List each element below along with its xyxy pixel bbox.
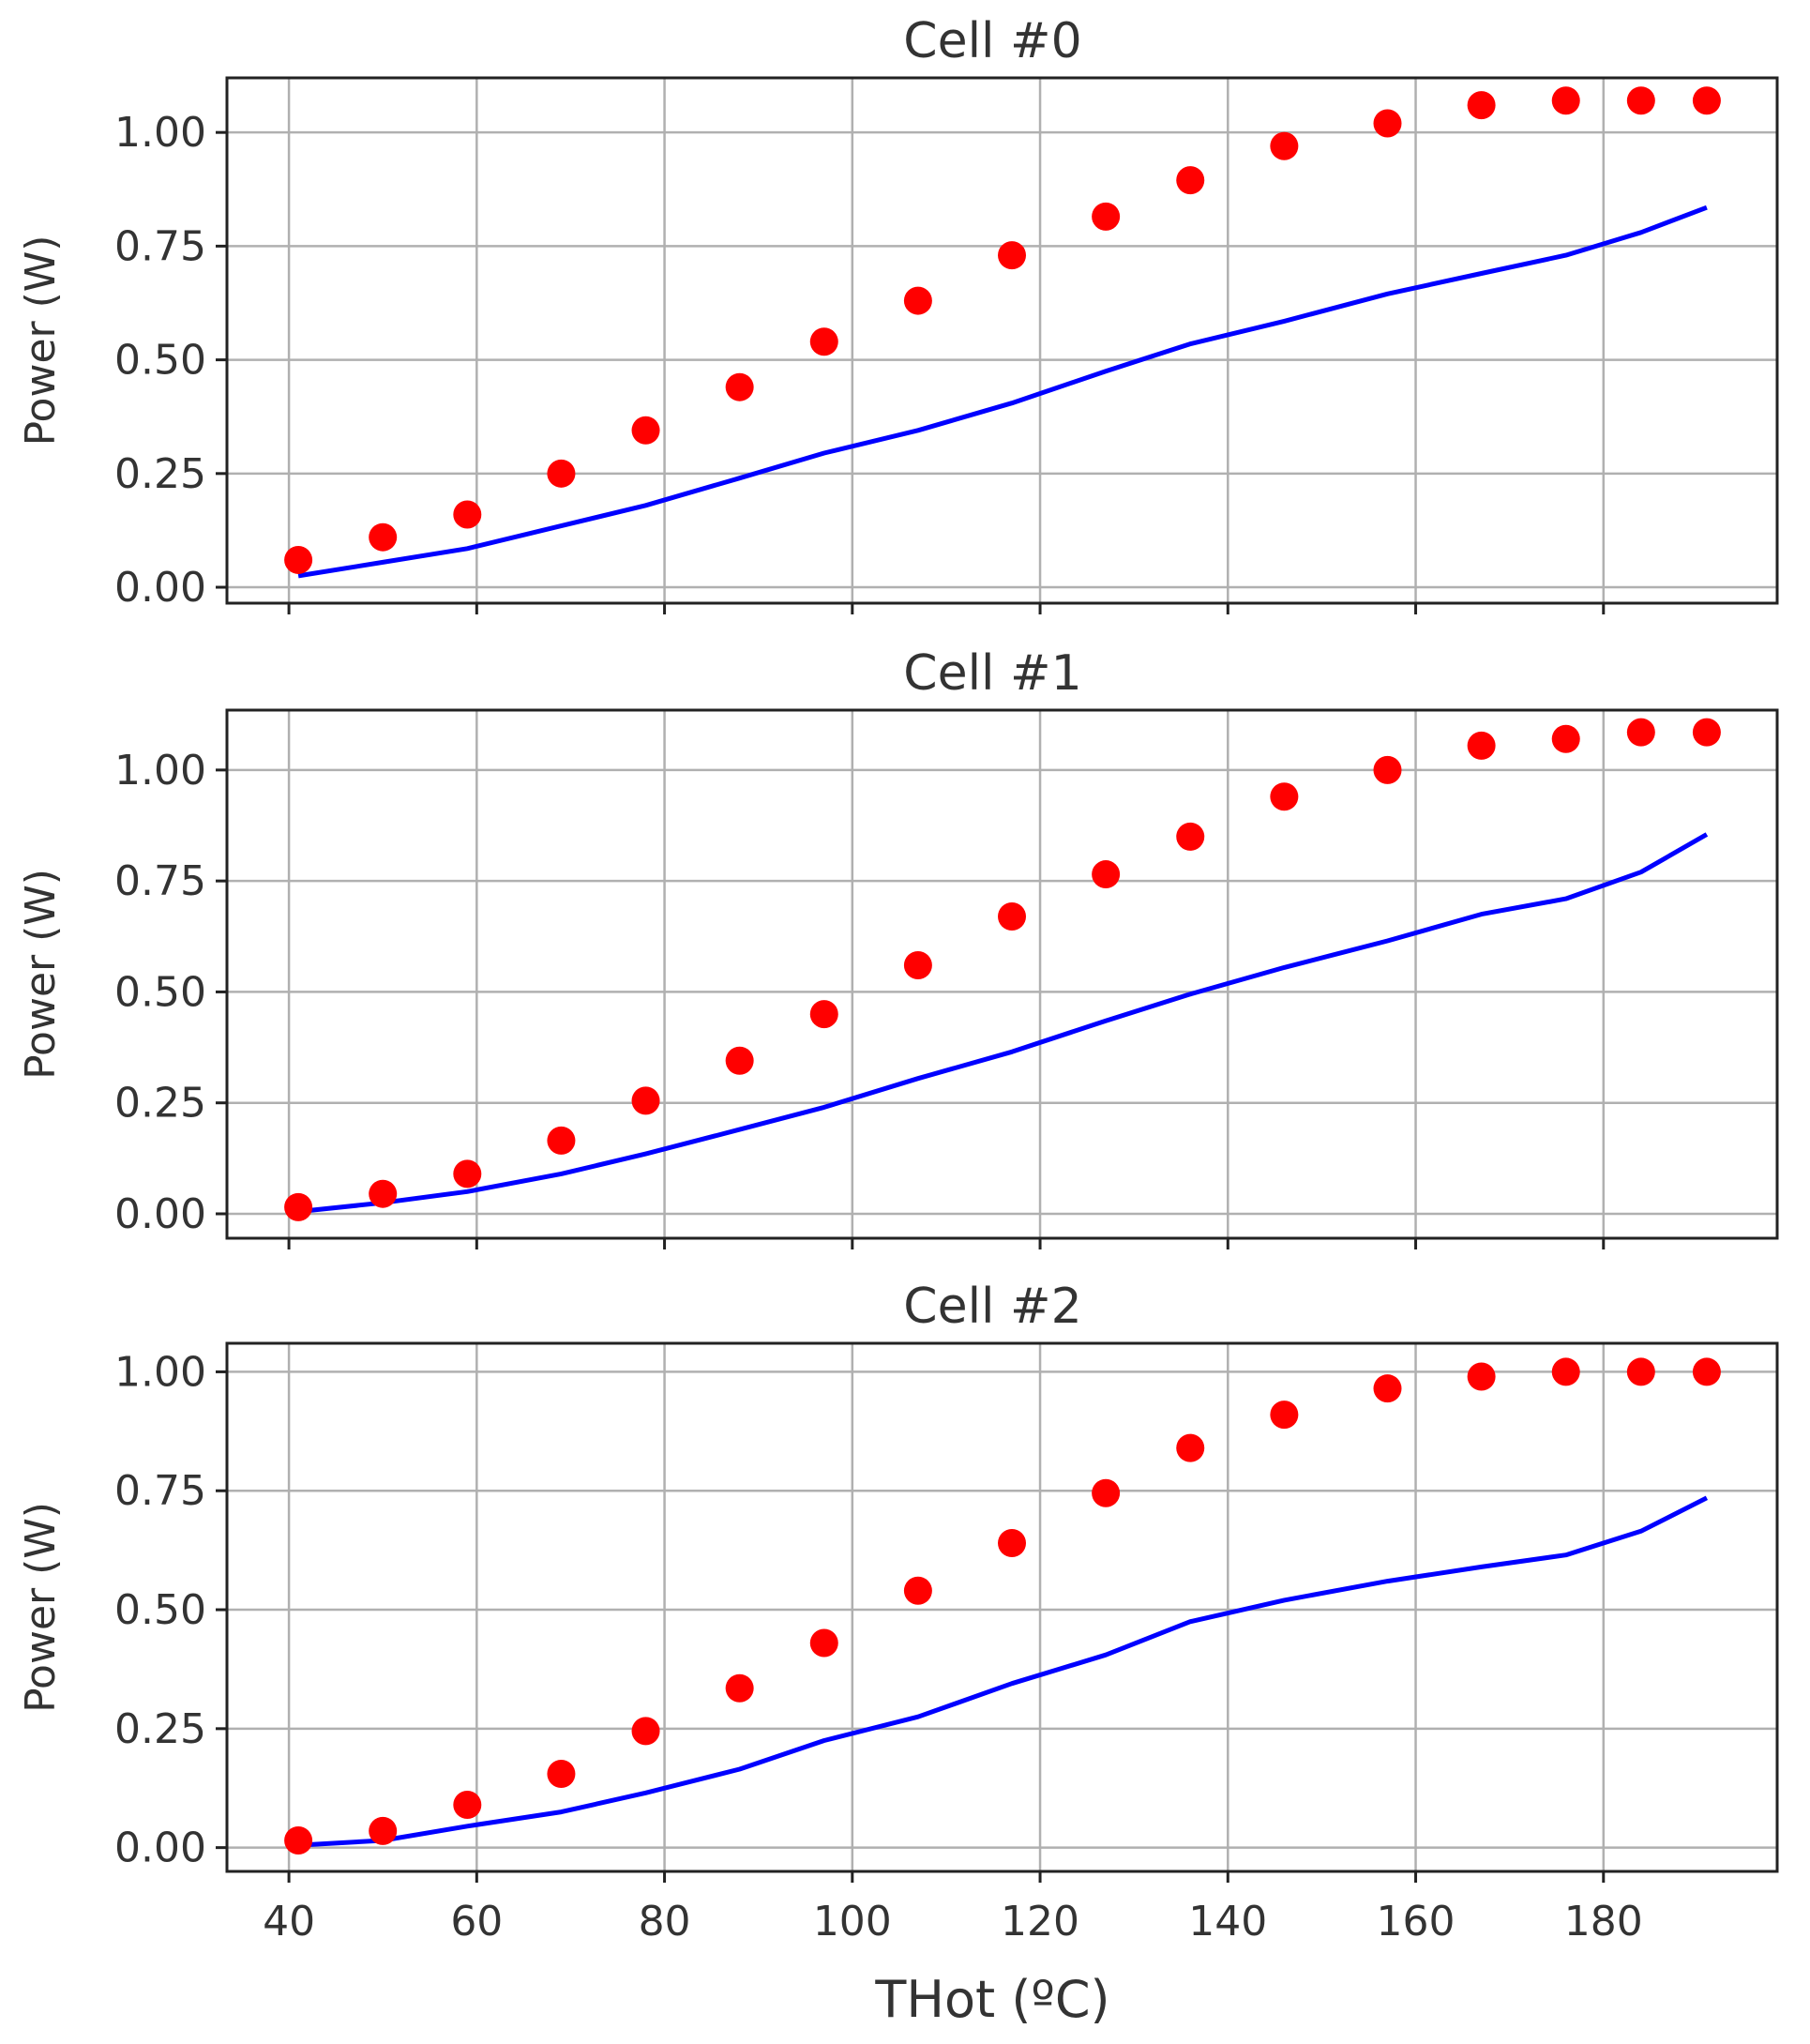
measured-point: [903, 286, 932, 315]
y-tick-label: 0.75: [114, 222, 206, 270]
measured-point: [1467, 731, 1496, 760]
x-tick-label: 80: [639, 1898, 691, 1946]
measured-point: [1467, 1362, 1496, 1391]
measured-point: [284, 1826, 313, 1855]
x-tick-label: 140: [1188, 1898, 1267, 1946]
y-tick-label: 1.00: [114, 747, 206, 795]
x-axis-label: THot (ºC): [874, 1970, 1109, 2029]
measured-point: [1551, 724, 1580, 753]
measured-point: [903, 1576, 932, 1605]
y-tick-label: 0.50: [114, 337, 206, 385]
measured-point: [453, 500, 482, 529]
subplot-title: Cell #2: [903, 1279, 1081, 1335]
measured-point: [631, 1717, 660, 1746]
measured-point: [369, 522, 398, 552]
measured-point: [631, 416, 660, 445]
y-tick-label: 0.00: [114, 1190, 206, 1238]
y-tick-label: 0.25: [114, 1705, 206, 1753]
measured-point: [809, 327, 838, 356]
y-tick-label: 0.25: [114, 450, 206, 498]
measured-point: [1270, 131, 1299, 160]
axes-frame: [225, 76, 1779, 605]
model-line: [297, 832, 1709, 1215]
measured-point: [998, 1529, 1027, 1558]
measured-point: [1692, 1357, 1721, 1386]
y-axis-label: Power (W): [17, 235, 65, 447]
axes-frame: [225, 708, 1779, 1240]
y-tick-label: 0.00: [114, 564, 206, 612]
y-tick-label: 0.00: [114, 1824, 206, 1872]
measured-point: [725, 1673, 754, 1703]
x-tick-label: 120: [1001, 1898, 1079, 1946]
y-tick-label: 0.50: [114, 968, 206, 1016]
subplot-cell-0: 0.00 0.25 0.50 0.75 1.00 Cell #0 Power (W): [17, 13, 1779, 614]
measured-point: [998, 241, 1027, 270]
measured-point: [809, 1000, 838, 1029]
measured-point: [1373, 1374, 1402, 1403]
measured-point: [547, 459, 576, 488]
measured-point: [1551, 86, 1580, 115]
measured-point: [453, 1790, 482, 1819]
model-line: [297, 204, 1708, 579]
measured-point: [1626, 1357, 1655, 1386]
y-axis-label: Power (W): [17, 869, 65, 1080]
y-tick-label: 0.50: [114, 1586, 206, 1634]
measured-point: [284, 1192, 313, 1221]
y-tick-label: 0.75: [114, 857, 206, 905]
measured-point: [1692, 718, 1721, 747]
measured-point: [1551, 1357, 1580, 1386]
subplot-title: Cell #1: [903, 645, 1081, 702]
y-tick-label: 1.00: [114, 109, 206, 157]
x-tick-label: 60: [450, 1898, 503, 1946]
measured-point: [1467, 91, 1496, 120]
y-tick-label: 1.00: [114, 1348, 206, 1396]
model-line: [297, 1495, 1709, 1848]
measured-point: [1373, 755, 1402, 784]
measured-point: [1176, 166, 1205, 195]
measured-point: [1626, 718, 1655, 747]
measured-point: [453, 1159, 482, 1189]
measured-point: [725, 372, 754, 401]
measured-point: [725, 1046, 754, 1075]
x-tick-label: 100: [813, 1898, 892, 1946]
x-tick-label: 180: [1564, 1898, 1643, 1946]
measured-point: [1176, 1433, 1205, 1462]
measured-point: [1270, 782, 1299, 811]
measured-point: [1692, 86, 1721, 115]
subplot-title: Cell #0: [903, 13, 1081, 69]
measured-point: [369, 1179, 398, 1208]
measured-point: [1270, 1401, 1299, 1430]
subplot-cell-2: 0.00 0.25 0.50 0.75 1.00 Cell #2 Power (W) 40 60…: [17, 1279, 1779, 2029]
x-tick-label: 160: [1377, 1898, 1456, 1946]
y-axis-label: Power (W): [17, 1502, 65, 1713]
measured-point: [809, 1628, 838, 1658]
x-tick-label: 40: [263, 1898, 315, 1946]
measured-point: [547, 1126, 576, 1155]
measured-point: [1626, 86, 1655, 115]
measured-point: [998, 901, 1027, 931]
measured-point: [1092, 860, 1121, 889]
measured-point: [369, 1816, 398, 1845]
y-tick-label: 0.25: [114, 1080, 206, 1128]
axes-frame: [225, 1341, 1779, 1873]
measured-point: [1373, 109, 1402, 138]
subplot-cell-1: 0.00 0.25 0.50 0.75 1.00 Cell #1 Power (W): [17, 645, 1779, 1249]
measured-point: [1092, 202, 1121, 231]
y-tick-label: 0.75: [114, 1467, 206, 1515]
measured-point: [547, 1760, 576, 1789]
measured-point: [903, 951, 932, 980]
measured-point: [284, 545, 313, 574]
measured-point: [1176, 822, 1205, 851]
measured-point: [1092, 1478, 1121, 1507]
measured-point: [631, 1086, 660, 1115]
